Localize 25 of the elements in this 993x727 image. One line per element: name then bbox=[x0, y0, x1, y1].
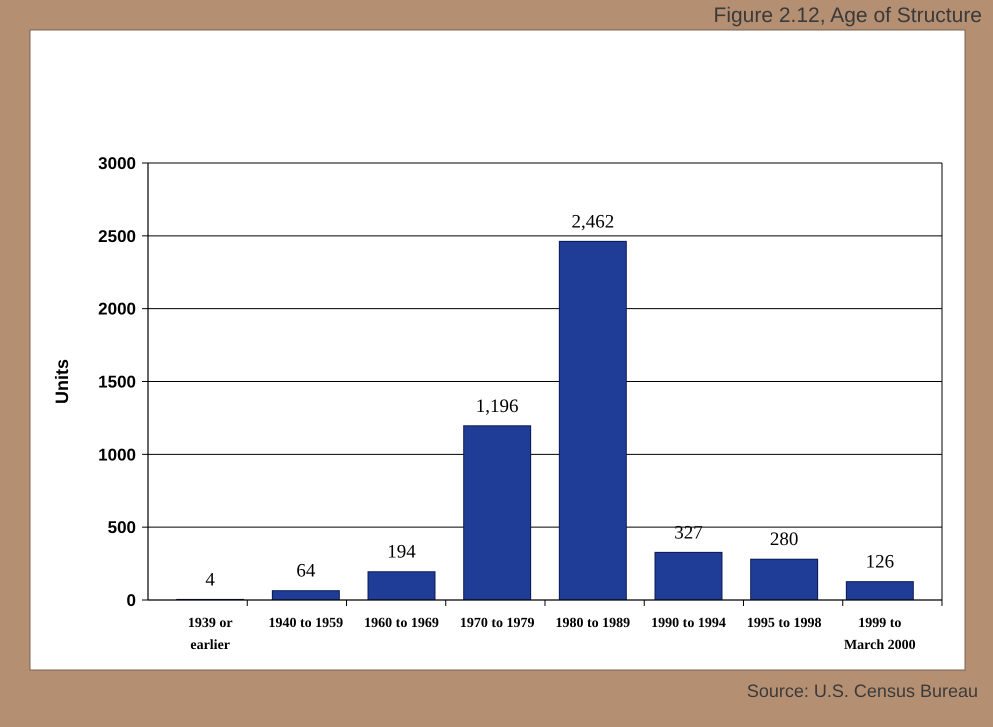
chart-title: Figure 2.12, Age of Structure bbox=[714, 4, 982, 27]
data-label: 64 bbox=[296, 560, 316, 582]
x-tick-label: 1960 to 1969 bbox=[364, 616, 439, 631]
y-tick-label: 3000 bbox=[98, 154, 136, 173]
y-tick-label: 2500 bbox=[98, 226, 136, 246]
data-label: 2,462 bbox=[571, 211, 614, 232]
data-label: 194 bbox=[387, 542, 416, 563]
y-tick-label: 1500 bbox=[98, 372, 136, 392]
x-tick-label: 1970 to 1979 bbox=[460, 616, 535, 631]
y-tick-label: 1000 bbox=[98, 445, 136, 464]
x-tick-label: 1939 or earlier bbox=[188, 616, 233, 653]
data-label: 126 bbox=[866, 552, 894, 573]
x-tick-label: 1995 to 1998 bbox=[746, 616, 822, 631]
data-label: 1,196 bbox=[476, 396, 519, 417]
x-tick-label: 1999 to March 2000 bbox=[844, 616, 916, 653]
data-label: 4 bbox=[205, 569, 216, 590]
y-tick-label: 500 bbox=[108, 518, 136, 538]
y-tick-label: 0 bbox=[126, 590, 136, 610]
x-tick-label: 1990 to 1994 bbox=[651, 616, 726, 631]
data-label: 280 bbox=[770, 529, 798, 550]
y-axis-title: Units bbox=[52, 359, 72, 404]
x-tick-label: 1940 to 1959 bbox=[268, 616, 344, 631]
x-tick-label: 1980 to 1989 bbox=[555, 616, 630, 631]
y-tick-label: 2000 bbox=[98, 300, 136, 319]
source-note: Source: U.S. Census Bureau bbox=[746, 681, 978, 701]
